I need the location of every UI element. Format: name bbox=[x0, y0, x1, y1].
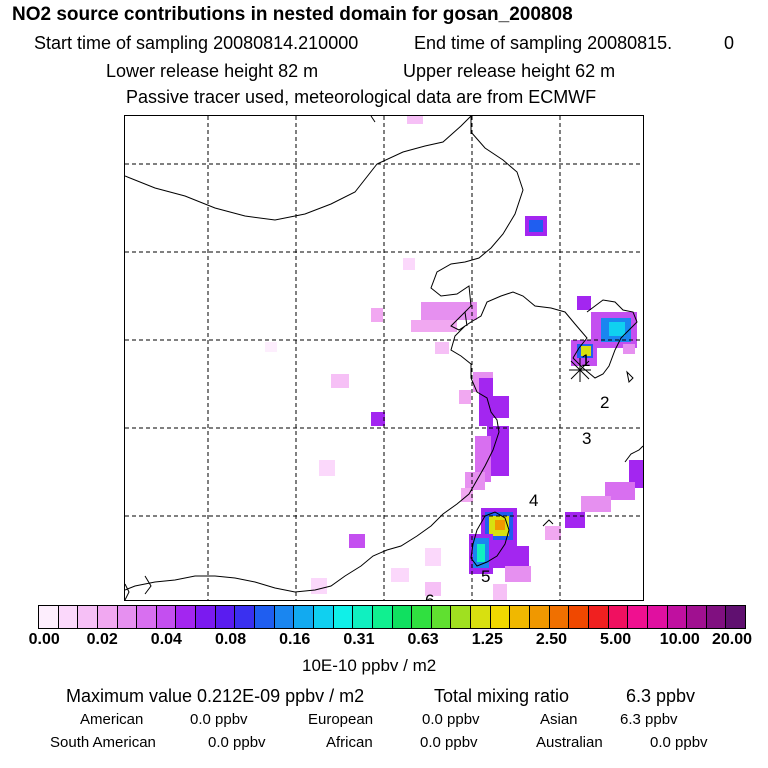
colorbar-swatch bbox=[137, 606, 157, 628]
colorbar-swatch bbox=[412, 606, 432, 628]
colorbar-swatch bbox=[628, 606, 648, 628]
map-label-4: 4 bbox=[529, 491, 538, 510]
station-marker-icon bbox=[569, 358, 591, 382]
colorbar-swatch bbox=[313, 606, 334, 628]
total-mixing-ratio-value: 6.3 ppbv bbox=[626, 686, 696, 706]
colorbar-swatch bbox=[196, 606, 216, 628]
colorbar-swatch bbox=[333, 606, 354, 628]
colorbar-tick-label: 10.00 bbox=[659, 631, 700, 648]
colorbar-swatch bbox=[431, 606, 452, 628]
end-time-value: 0 bbox=[724, 33, 735, 53]
region-value: 0.0 ppbv bbox=[650, 734, 708, 751]
colorbar-swatch bbox=[510, 606, 531, 628]
colorbar-swatch bbox=[647, 606, 668, 628]
colorbar-tick-label: 0.04 bbox=[150, 631, 182, 648]
colorbar-swatch bbox=[372, 606, 393, 628]
colorbar-tick-label: 0.63 bbox=[407, 631, 439, 648]
region-value: 0.0 ppbv bbox=[420, 734, 478, 751]
colorbar-swatch bbox=[530, 606, 550, 628]
colorbar-tick-label: 20.00 bbox=[711, 631, 753, 648]
colorbar-swatch bbox=[294, 606, 314, 628]
region-value: 0.0 ppbv bbox=[208, 734, 266, 751]
map-panel: 1 2 3 4 5 6 bbox=[124, 115, 644, 601]
grid-lines bbox=[125, 116, 643, 600]
colorbar-tick-label: 5.00 bbox=[600, 631, 632, 648]
map-label-6: 6 bbox=[425, 591, 434, 600]
colorbar-swatch bbox=[549, 606, 570, 628]
region-name: American bbox=[80, 711, 144, 728]
colorbar-swatch bbox=[97, 606, 118, 628]
map-label-3: 3 bbox=[582, 429, 591, 448]
colorbar-tick-label: 0.02 bbox=[86, 631, 118, 648]
colorbar-swatch bbox=[726, 606, 746, 628]
colorbar-swatch bbox=[274, 606, 295, 628]
colorbar-swatch bbox=[588, 606, 609, 628]
region-name: Australian bbox=[536, 734, 603, 751]
map-label-1: 1 bbox=[581, 351, 590, 370]
region-value: 0.0 ppbv bbox=[422, 711, 480, 728]
region-value: 0.0 ppbv bbox=[190, 711, 248, 728]
total-mixing-ratio-label: Total mixing ratio bbox=[434, 686, 570, 706]
colorbar-swatch bbox=[353, 606, 373, 628]
concentration-field bbox=[265, 116, 643, 600]
colorbar-swatch bbox=[156, 606, 177, 628]
colorbar-swatch bbox=[667, 606, 688, 628]
colorbar-swatch bbox=[39, 606, 59, 628]
region-name: Asian bbox=[540, 711, 578, 728]
colorbar-swatch bbox=[706, 606, 727, 628]
map-canvas: 1 2 3 4 5 6 bbox=[125, 116, 643, 600]
end-time: End time of sampling 20080815. bbox=[414, 33, 673, 53]
start-time: Start time of sampling 20080814.210000 bbox=[34, 33, 359, 53]
colorbar-swatch bbox=[215, 606, 236, 628]
colorbar-tick-label: 1.25 bbox=[471, 631, 503, 648]
colorbar-tick-label: 2.50 bbox=[535, 631, 568, 648]
colorbar-swatch bbox=[78, 606, 98, 628]
colorbar-swatch bbox=[490, 606, 511, 628]
colorbar-tick-label: 0.00 bbox=[28, 631, 60, 648]
region-name: African bbox=[326, 734, 373, 751]
region-name: South American bbox=[50, 734, 156, 751]
map-label-2: 2 bbox=[600, 393, 609, 412]
tracer-note: Passive tracer used, meteorological data… bbox=[126, 87, 597, 107]
colorbar-tick-label: 0.08 bbox=[214, 631, 247, 648]
colorbar-swatch bbox=[392, 606, 413, 628]
colorbar-swatch bbox=[235, 606, 256, 628]
colorbar-units: 10E-10 ppbv / m2 bbox=[302, 656, 437, 675]
colorbar-swatch bbox=[176, 606, 197, 628]
colorbar-swatch bbox=[569, 606, 589, 628]
maximum-value: Maximum value 0.212E-09 ppbv / m2 bbox=[66, 686, 365, 706]
colorbar-swatch bbox=[255, 606, 275, 628]
colorbar-swatch bbox=[58, 606, 79, 628]
colorbar-tick-label: 0.31 bbox=[343, 631, 375, 648]
colorbar-swatch bbox=[117, 606, 138, 628]
page-title: NO2 source contributions in nested domai… bbox=[12, 4, 573, 25]
colorbar-tick-label: 0.16 bbox=[279, 631, 311, 648]
lower-release-height: Lower release height 82 m bbox=[106, 61, 319, 81]
colorbar bbox=[38, 605, 746, 629]
coastlines bbox=[125, 116, 643, 600]
region-name: European bbox=[308, 711, 374, 728]
upper-release-height: Upper release height 62 m bbox=[403, 61, 616, 81]
colorbar-swatch bbox=[608, 606, 629, 628]
map-label-5: 5 bbox=[481, 567, 490, 586]
colorbar-swatch bbox=[451, 606, 472, 628]
region-value: 6.3 ppbv bbox=[620, 711, 678, 728]
colorbar-swatch bbox=[687, 606, 707, 628]
colorbar-swatch bbox=[471, 606, 491, 628]
